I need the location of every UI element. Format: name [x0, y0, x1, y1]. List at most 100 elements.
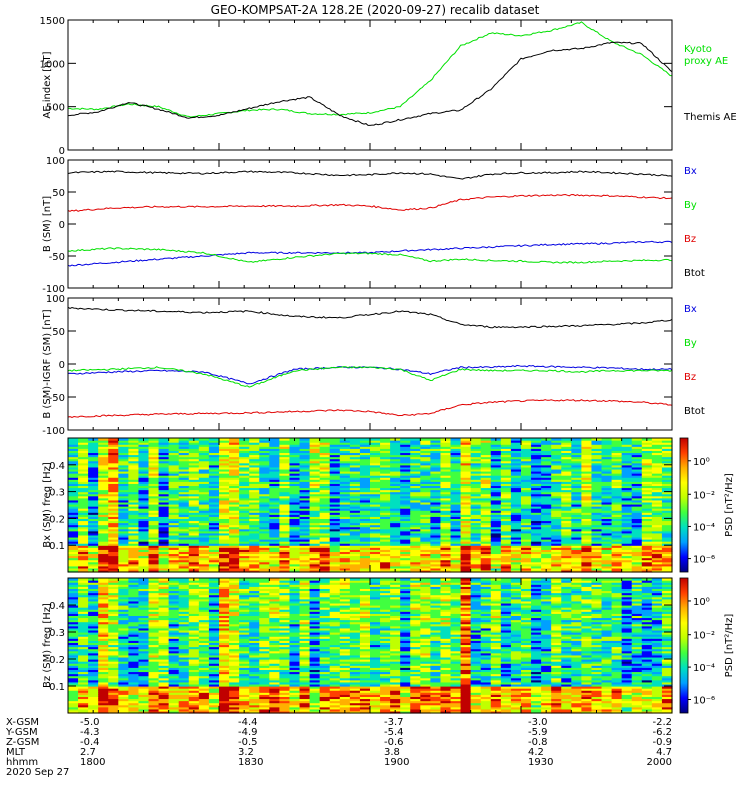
spectrogram-cell — [168, 652, 180, 656]
spectrogram-cell — [651, 462, 663, 466]
spectrogram-cell — [420, 551, 431, 555]
spectrogram-cell — [178, 663, 190, 666]
spectrogram-cell — [349, 468, 361, 472]
spectrogram-cell — [641, 462, 653, 466]
spectrogram-cell — [188, 499, 200, 503]
spectrogram-cell — [611, 522, 623, 526]
spectrogram-cell — [279, 543, 291, 546]
spectrogram-cell — [571, 444, 582, 447]
spectrogram-cell — [440, 512, 452, 515]
spectrogram-cell — [339, 470, 351, 474]
spectrogram-cell — [440, 508, 452, 511]
spectrogram-cell — [470, 489, 482, 493]
spectrogram-cell — [98, 688, 109, 691]
spectrogram-cell — [128, 481, 140, 484]
spectrogram-cell — [510, 466, 522, 470]
spectrogram-cell — [390, 506, 401, 509]
spectrogram-cell — [400, 442, 411, 445]
spectrogram-cell — [88, 704, 99, 708]
spectrogram-cell — [420, 470, 431, 474]
spectrogram-cell — [68, 499, 79, 503]
spectrogram-cell — [88, 495, 99, 499]
spectrogram-cell — [98, 594, 109, 598]
spectrogram-cell — [239, 508, 250, 511]
spectrogram-cell — [581, 468, 593, 472]
spectrogram-cell — [470, 510, 482, 513]
spectrogram-cell — [279, 526, 291, 530]
spectrogram-cell — [138, 584, 150, 587]
spectrogram-cell — [78, 646, 89, 650]
spectrogram-cell — [118, 673, 129, 677]
spectrogram-cell — [460, 452, 472, 456]
spectrogram-cell — [239, 479, 250, 482]
spectrogram-cell — [138, 462, 150, 466]
spectrogram-cell — [621, 466, 633, 470]
spectrogram-cell — [68, 456, 79, 460]
spectrogram-cell — [138, 619, 150, 623]
spectrogram-cell — [621, 528, 633, 532]
spectrogram-cell — [78, 438, 89, 441]
spectrogram-cell — [359, 563, 371, 567]
spectrogram-cell — [158, 659, 170, 662]
spectrogram-cell — [198, 497, 210, 501]
y-tick-label: 0 — [59, 146, 65, 157]
spectrogram-cell — [611, 479, 623, 482]
spectrogram-cell — [400, 563, 411, 567]
spectrogram-cell — [450, 497, 462, 501]
spectrogram-cell — [309, 499, 321, 503]
spectrogram-cell — [178, 493, 190, 497]
spectrogram-cell — [561, 438, 572, 441]
spectrogram-cell — [370, 495, 381, 499]
spectrogram-cell — [641, 454, 653, 458]
spectrogram-cell — [410, 555, 421, 559]
spectrogram-cell — [349, 551, 361, 555]
spectrogram-cell — [78, 696, 89, 700]
spectrogram-cell — [158, 644, 170, 648]
spectrogram-cell — [390, 530, 401, 534]
spectrogram-cell — [319, 516, 331, 519]
spectrogram-cell — [219, 528, 230, 532]
spectrogram-cell — [78, 462, 89, 466]
spectrogram-cell — [208, 512, 220, 515]
spectrogram-cell — [229, 543, 240, 546]
spectrogram-cell — [138, 629, 150, 633]
spectrogram-cell — [380, 567, 391, 571]
spectrogram-cell — [78, 656, 89, 660]
spectrogram-cell — [440, 440, 452, 443]
spectrogram-cell — [259, 485, 270, 489]
spectrogram-cell — [68, 520, 79, 524]
spectrogram-cell — [269, 462, 280, 466]
spectrogram-cell — [551, 516, 562, 519]
spectrogram-cell — [621, 524, 633, 528]
spectrogram-cell — [440, 444, 452, 447]
spectrogram-cell — [78, 460, 89, 464]
spectrogram-cell — [329, 483, 341, 487]
spectrogram-cell — [661, 512, 673, 515]
spectrogram-cell — [68, 677, 79, 681]
spectrogram-cell — [168, 528, 180, 532]
spectrogram-cell — [108, 561, 119, 565]
spectrogram-cell — [198, 485, 210, 489]
spectrogram-cell — [259, 543, 270, 546]
spectrogram-cell — [208, 555, 220, 559]
spectrogram-cell — [219, 547, 230, 550]
spectrogram-cell — [148, 632, 160, 635]
spectrogram-cell — [128, 487, 140, 491]
spectrogram-cell — [289, 454, 301, 458]
spectrogram-cell — [299, 549, 311, 552]
spectrogram-cell — [118, 468, 129, 472]
spectrogram-cell — [661, 508, 673, 511]
spectrogram-cell — [269, 473, 280, 476]
spectrogram-cell — [78, 683, 89, 687]
spectrogram-cell — [551, 514, 562, 517]
spectrogram-cell — [380, 493, 391, 497]
spectrogram-cell — [68, 466, 79, 470]
spectrogram-cell — [581, 477, 593, 480]
spectrogram-cell — [651, 483, 663, 487]
spectrogram-cell — [219, 512, 230, 515]
spectrogram-cell — [349, 452, 361, 456]
spectrogram-cell — [138, 440, 150, 443]
spectrogram-cell — [611, 528, 623, 532]
spectrogram-cell — [239, 491, 250, 495]
